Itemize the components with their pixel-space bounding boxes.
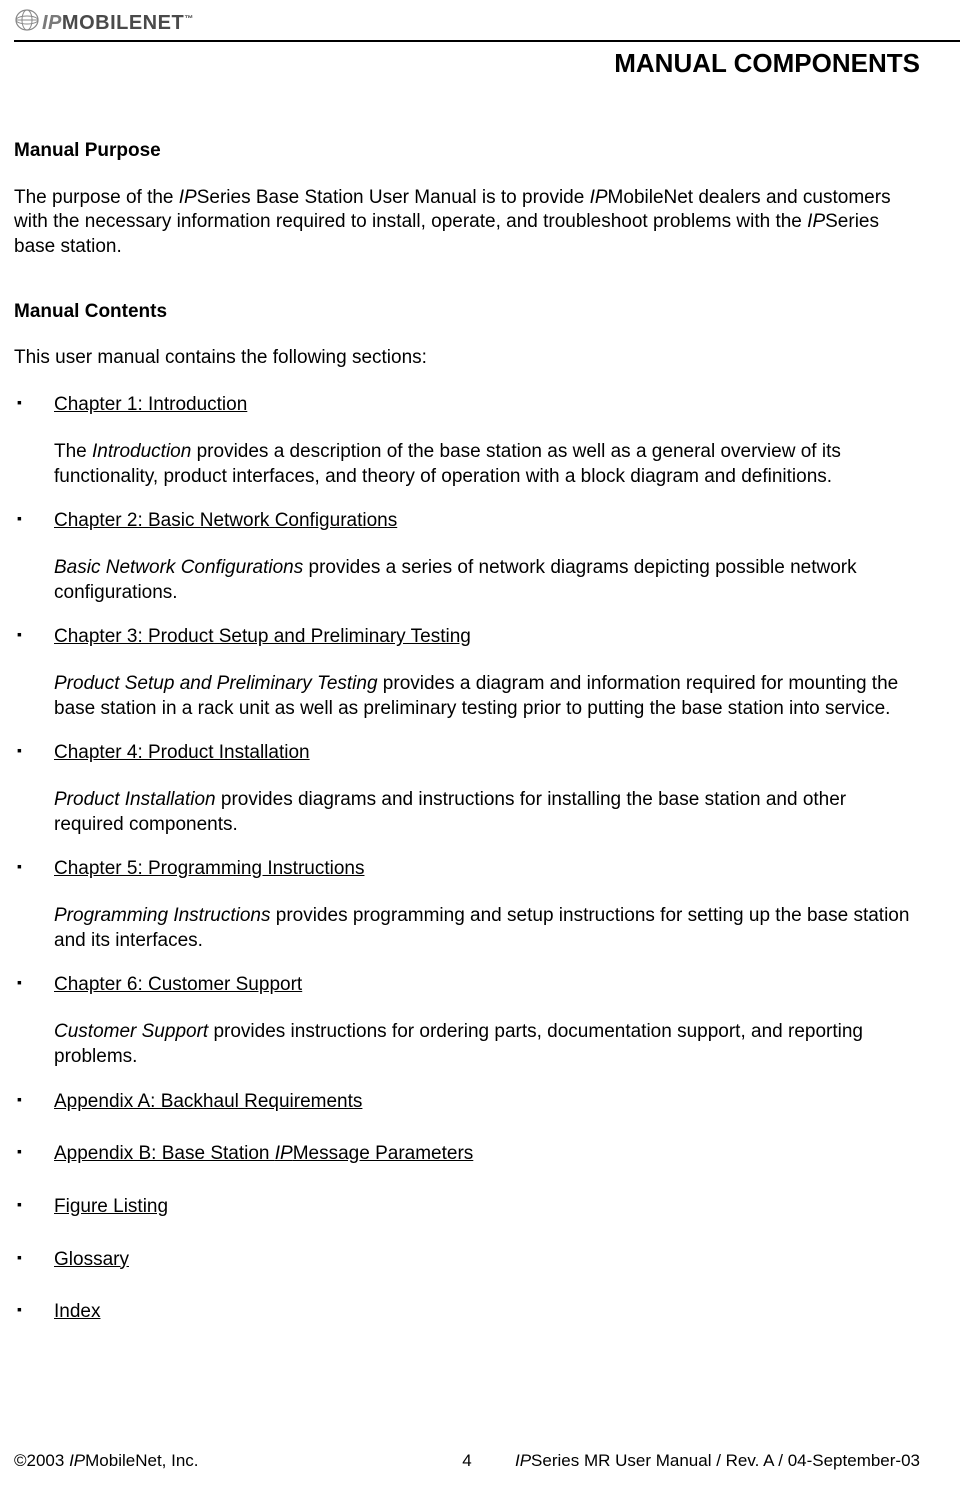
chapter-title: Chapter 6: Customer Support: [54, 973, 920, 998]
list-item: Glossary: [14, 1248, 920, 1273]
page-number: 4: [462, 1451, 471, 1471]
list-item: Chapter 5: Programming Instructions Prog…: [14, 857, 920, 953]
list-item: Appendix B: Base Station IPMessage Param…: [14, 1142, 920, 1167]
logo-ip: IP: [42, 12, 62, 34]
appendix-title: Appendix B: Base Station IPMessage Param…: [54, 1142, 920, 1167]
contents-intro: This user manual contains the following …: [14, 346, 920, 371]
list-item: Chapter 2: Basic Network Configurations …: [14, 509, 920, 605]
chapter-desc: The Introduction provides a description …: [54, 440, 920, 489]
appendix-title: Index: [54, 1300, 920, 1325]
appendix-title: Figure Listing: [54, 1195, 920, 1220]
list-item: Chapter 1: Introduction The Introduction…: [14, 393, 920, 489]
page-title: MANUAL COMPONENTS: [0, 48, 980, 79]
chapter-title: Chapter 3: Product Setup and Preliminary…: [54, 625, 920, 650]
appendix-title: Glossary: [54, 1248, 920, 1273]
appendix-title: Appendix A: Backhaul Requirements: [54, 1090, 920, 1115]
list-item: Chapter 3: Product Setup and Preliminary…: [14, 625, 920, 721]
list-item: Chapter 4: Product Installation Product …: [14, 741, 920, 837]
list-item: Appendix A: Backhaul Requirements: [14, 1090, 920, 1115]
chapter-title: Chapter 1: Introduction: [54, 393, 920, 418]
purpose-heading: Manual Purpose: [14, 139, 920, 164]
footer: ©2003 IPMobileNet, Inc. 4 IPSeries MR Us…: [14, 1451, 920, 1471]
chapter-title: Chapter 2: Basic Network Configurations: [54, 509, 920, 534]
globe-icon: [14, 8, 40, 38]
chapter-desc: Product Setup and Preliminary Testing pr…: [54, 672, 920, 721]
logo-tm: ™: [184, 13, 194, 23]
footer-right: IPSeries MR User Manual / Rev. A / 04-Se…: [515, 1451, 920, 1471]
list-item: Index: [14, 1300, 920, 1325]
logo: IPMOBILENET™: [0, 8, 194, 38]
chapter-title: Chapter 5: Programming Instructions: [54, 857, 920, 882]
chapter-desc: Product Installation provides diagrams a…: [54, 788, 920, 837]
logo-text: IPMOBILENET™: [42, 12, 194, 35]
footer-left: ©2003 IPMobileNet, Inc.: [14, 1451, 199, 1471]
purpose-paragraph: The purpose of the IPSeries Base Station…: [14, 186, 920, 260]
contents-heading: Manual Contents: [14, 300, 920, 325]
list-item: Figure Listing: [14, 1195, 920, 1220]
chapter-desc: Programming Instructions provides progra…: [54, 904, 920, 953]
chapter-list: Chapter 1: Introduction The Introduction…: [14, 393, 920, 1325]
chapter-title: Chapter 4: Product Installation: [54, 741, 920, 766]
list-item: Chapter 6: Customer Support Customer Sup…: [14, 973, 920, 1069]
chapter-desc: Basic Network Configurations provides a …: [54, 556, 920, 605]
chapter-desc: Customer Support provides instructions f…: [54, 1020, 920, 1069]
header-rule: [14, 40, 960, 42]
content: Manual Purpose The purpose of the IPSeri…: [0, 79, 980, 1325]
header: IPMOBILENET™: [0, 0, 980, 38]
logo-main: MOBILENET: [62, 12, 184, 34]
